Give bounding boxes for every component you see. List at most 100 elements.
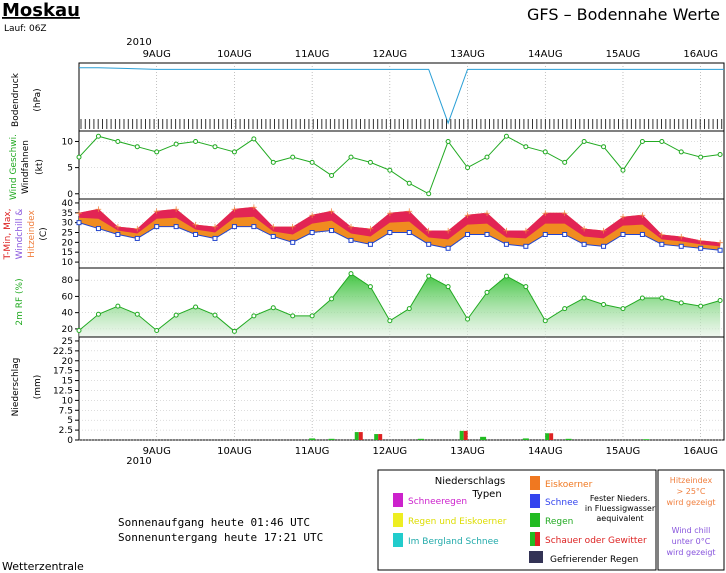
humidity-point: [503, 273, 509, 279]
humidity-point: [270, 305, 276, 311]
wind-point: [542, 149, 548, 155]
source-text: Wetterzentrale: [2, 560, 84, 573]
heat-note-3: wird gezeigt: [666, 498, 715, 507]
tmin-point: [115, 231, 121, 237]
tmin-point: [154, 224, 160, 230]
wind-point: [290, 154, 296, 160]
humidity-point: [445, 284, 451, 290]
tmin-point: [426, 241, 432, 247]
tmin-point: [406, 230, 412, 236]
wind-point: [581, 138, 587, 144]
tmin-point: [309, 230, 315, 236]
bottom-day-label: 14AUG: [528, 446, 563, 457]
heat-index-marker: +: [134, 225, 142, 235]
tmin-point: [542, 231, 548, 237]
heat-note-1: Hitzeindex: [670, 476, 713, 485]
tmin-point: [212, 235, 218, 241]
tmin-point: [387, 230, 393, 236]
precip-bar-shower-part: [463, 430, 468, 440]
tmin-point: [95, 226, 101, 232]
humidity-point: [698, 303, 704, 309]
humidity-y-tick-label: 20: [62, 325, 74, 335]
pressure-axis-title: Bodendruck (hPa): [11, 72, 43, 127]
temperature-y-tick-label: 30: [62, 219, 74, 229]
top-day-label: 13AUG: [450, 49, 485, 60]
bottom-year-label: 2010: [126, 456, 151, 467]
top-year-label: 2010: [126, 37, 151, 48]
tmin-point: [484, 231, 490, 237]
precipitation-y-tick-label: 25: [62, 337, 73, 347]
wind-y-tick-label: 10: [62, 137, 74, 147]
top-day-label: 9AUG: [143, 49, 171, 60]
tmin-point: [76, 220, 82, 226]
humidity-line: [78, 273, 721, 332]
tmin-point: [620, 231, 626, 237]
heat-index-marker: +: [561, 209, 569, 219]
heat-index-marker: +: [231, 205, 239, 215]
humidity-point: [426, 273, 432, 279]
precipitation-y-tick-label: 2.5: [59, 426, 73, 436]
precipitation-y-tick-label: 0: [67, 436, 73, 446]
humidity-point: [309, 313, 315, 319]
precip-bar: [328, 438, 335, 440]
wind-point: [95, 133, 101, 139]
humidity-point: [387, 318, 393, 324]
wind-point: [406, 180, 412, 186]
humidity-point: [290, 313, 296, 319]
temperature-y-tick-label: 15: [62, 248, 73, 258]
legend-side-frame: [657, 469, 725, 571]
precip-bar-rain-part: [354, 432, 359, 440]
wind-point: [678, 149, 684, 155]
humidity-point: [406, 306, 412, 312]
wind-y-tick-label: 0: [67, 190, 73, 200]
humidity-axis-title: 2m RF (%): [15, 278, 25, 325]
wind-y-tick-label: 5: [67, 164, 73, 174]
wind-point: [154, 149, 160, 155]
tmin-point: [173, 224, 179, 230]
tmin-point: [503, 241, 509, 247]
humidity-point: [95, 311, 101, 317]
precip-bar: [480, 436, 487, 440]
tmin-point: [465, 231, 471, 237]
heat-index-marker: +: [503, 227, 511, 237]
legend-mountain-snow: Im Bergland Schnee: [408, 537, 499, 547]
tmin-point: [717, 247, 723, 253]
humidity-point: [581, 295, 587, 301]
legend-frame: [377, 469, 657, 571]
temp-ylabel-1: T-Min, Max,: [3, 208, 13, 260]
tmin-point: [290, 239, 296, 245]
humidity-point: [231, 328, 237, 334]
humidity-point: [154, 328, 160, 334]
wind-point: [717, 152, 723, 158]
top-day-label: 14AUG: [528, 49, 563, 60]
precip-bar-shower-part: [358, 432, 363, 440]
chart-title: GFS – Bodennahe Werte: [527, 5, 720, 24]
tmin-point: [698, 245, 704, 251]
heat-index-marker: +: [619, 213, 627, 223]
precipitation-y-tick-label: 7.5: [59, 406, 73, 416]
humidity-y-tick-label: 80: [62, 276, 74, 286]
humidity-point: [134, 311, 140, 317]
heat-index-marker: +: [386, 209, 394, 219]
heat-index-marker: +: [580, 225, 588, 235]
heat-index-marker: +: [541, 209, 549, 219]
heat-index-marker: +: [639, 211, 647, 221]
wind-frame: [78, 130, 725, 200]
temperature-y-tick-label: 10: [62, 258, 74, 268]
temp-ylabel-3: Hitzeindex: [27, 209, 37, 257]
heat-index-marker: +: [192, 221, 200, 231]
precipitation-y-tick-label: 20: [62, 357, 74, 367]
tmin-point: [270, 233, 276, 239]
legend-snow-rain: Schneeregen: [408, 497, 467, 507]
heat-index-marker: +: [405, 207, 413, 217]
heat-index-marker: +: [444, 227, 452, 237]
heat-index-marker: +: [658, 230, 666, 240]
wind-point: [698, 154, 704, 160]
tmin-point: [251, 224, 257, 230]
tmin-point: [231, 224, 237, 230]
temp-unit: (C): [39, 227, 49, 240]
humidity-point: [193, 304, 199, 310]
tmin-point: [523, 243, 529, 249]
wind-unit: (kt): [35, 159, 45, 175]
